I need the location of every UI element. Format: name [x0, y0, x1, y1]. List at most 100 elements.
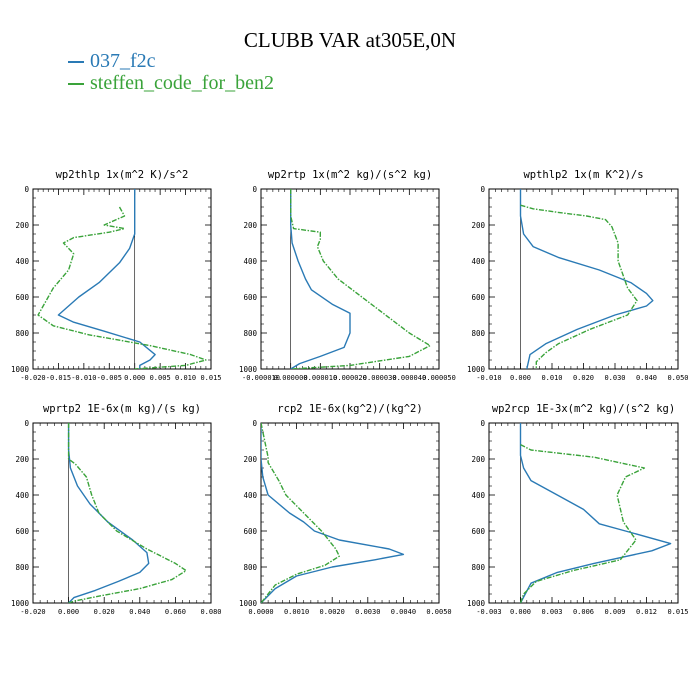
- x-tick-label: -0.015: [46, 374, 71, 382]
- x-tick-label: -0.010: [476, 374, 501, 382]
- y-tick-label: 1000: [467, 365, 486, 374]
- x-tick-label: 0.040: [636, 374, 657, 382]
- y-tick-label: 800: [471, 329, 485, 338]
- x-tick-label: 0.012: [636, 608, 657, 616]
- x-tick-label: 0.030: [604, 374, 625, 382]
- x-tick-label: 0.010: [541, 374, 562, 382]
- legend-label-1: 037_f2c: [90, 50, 156, 72]
- y-tick-label: 0: [24, 185, 29, 194]
- series-line-f2c: [261, 423, 405, 603]
- x-tick-label: 0.020: [94, 608, 115, 616]
- x-tick-label: 0.000000: [274, 374, 308, 382]
- x-tick-label: 0.006: [573, 608, 594, 616]
- series-line-steffen: [67, 423, 187, 603]
- y-tick-label: 200: [15, 221, 29, 230]
- y-tick-label: 800: [243, 329, 257, 338]
- plot-frame: [32, 188, 212, 370]
- x-tick-label: 0.015: [200, 374, 221, 382]
- y-tick-label: 1000: [11, 365, 30, 374]
- subplot-4: wprtp2 1E-6x(m kg)/(s kg) -0.020 0.000 0.02…: [11, 403, 222, 616]
- y-tick-label: 400: [243, 257, 257, 266]
- y-tick-label: 400: [471, 491, 485, 500]
- x-tick-label: 0.000010: [303, 374, 337, 382]
- subplot-title: wp2rcp 1E-3x(m^2 kg)/(s^2 kg): [492, 403, 675, 415]
- series-line-f2c: [67, 423, 150, 603]
- legend-swatch-2: [68, 83, 84, 86]
- x-tick-label: -0.003: [476, 608, 501, 616]
- y-tick-label: 200: [471, 221, 485, 230]
- plot-frame: [488, 422, 679, 604]
- x-tick-label: 0.0050: [426, 608, 451, 616]
- subplot-6: wp2rcp 1E-3x(m^2 kg)/(s^2 kg) -0.003 0.000…: [467, 403, 689, 616]
- legend-label-2: steffen_code_for_ben2: [90, 72, 275, 94]
- series-line-steffen: [37, 206, 207, 369]
- subplot-title: rcp2 1E-6x(kg^2)/(kg^2): [277, 403, 422, 415]
- x-tick-label: 0.000050: [422, 374, 456, 382]
- y-tick-label: 1000: [239, 599, 258, 608]
- plot-frame: [260, 188, 440, 370]
- x-tick-label: 0.000: [510, 608, 531, 616]
- series-line-steffen: [261, 423, 340, 603]
- x-tick-label: -0.020: [20, 608, 45, 616]
- y-tick-label: 400: [243, 491, 257, 500]
- y-tick-label: 600: [243, 293, 257, 302]
- x-tick-label: 0.020: [573, 374, 594, 382]
- subplot-5: rcp2 1E-6x(kg^2)/(kg^2) 0.0000 0.0010 0.002…: [239, 403, 452, 616]
- subplot-3: wpthlp2 1x(m K^2)/s -0.010 0.000 0.010 0.020…: [467, 169, 689, 382]
- x-tick-label: 0.005: [150, 374, 171, 382]
- x-tick-label: -0.000010: [242, 374, 280, 382]
- y-tick-label: 200: [471, 455, 485, 464]
- series-line-steffen: [290, 189, 431, 369]
- legend-entry-2: steffen_code_for_ben2: [68, 72, 274, 95]
- y-tick-label: 800: [471, 563, 485, 572]
- x-tick-label: 0.010: [175, 374, 196, 382]
- x-tick-label: 0.0040: [391, 608, 416, 616]
- x-tick-label: 0.0010: [284, 608, 309, 616]
- y-tick-label: 0: [24, 419, 29, 428]
- y-tick-label: 800: [15, 329, 29, 338]
- x-tick-label: -0.020: [20, 374, 45, 382]
- y-tick-label: 400: [15, 491, 29, 500]
- x-tick-label: 0.000: [124, 374, 145, 382]
- x-tick-label: 0.0020: [320, 608, 345, 616]
- y-tick-label: 400: [15, 257, 29, 266]
- subplot-title: wpthlp2 1x(m K^2)/s: [523, 169, 643, 181]
- y-tick-label: 600: [15, 527, 29, 536]
- x-tick-label: 0.0000: [248, 608, 273, 616]
- y-tick-label: 200: [15, 455, 29, 464]
- x-tick-label: 0.040: [129, 608, 150, 616]
- x-tick-label: 0.000040: [392, 374, 426, 382]
- y-tick-label: 600: [471, 527, 485, 536]
- x-tick-label: -0.005: [97, 374, 122, 382]
- y-tick-label: 1000: [11, 599, 30, 608]
- series-line-f2c: [519, 189, 654, 369]
- plot-frame: [260, 422, 440, 604]
- x-tick-label: 0.050: [667, 374, 688, 382]
- figure-title: CLUBB VAR at305E,0N: [243, 28, 457, 52]
- x-tick-label: 0.080: [200, 608, 221, 616]
- subplot-title: wp2thlp 1x(m^2 K)/s^2: [56, 169, 189, 181]
- y-tick-label: 600: [471, 293, 485, 302]
- x-tick-label: 0.000: [58, 608, 79, 616]
- plot-frame: [32, 422, 212, 604]
- legend-entry-1: 037_f2c: [68, 50, 156, 73]
- x-tick-label: 0.003: [541, 608, 562, 616]
- x-tick-label: 0.000030: [363, 374, 397, 382]
- y-tick-label: 600: [243, 527, 257, 536]
- y-tick-label: 1000: [467, 599, 486, 608]
- x-tick-label: 0.000: [510, 374, 531, 382]
- y-tick-label: 600: [15, 293, 29, 302]
- series-line-steffen: [520, 204, 638, 369]
- y-tick-label: 0: [480, 419, 485, 428]
- y-tick-label: 200: [243, 455, 257, 464]
- x-tick-label: 0.0030: [355, 608, 380, 616]
- y-tick-label: 800: [15, 563, 29, 572]
- y-tick-label: 200: [243, 221, 257, 230]
- x-tick-label: 0.000020: [333, 374, 367, 382]
- series-line-f2c: [290, 189, 351, 369]
- x-tick-label: 0.060: [165, 608, 186, 616]
- series-line-f2c: [57, 189, 156, 369]
- subplot-2: wp2rtp 1x(m^2 kg)/(s^2 kg)-0.0000100.000…: [239, 169, 456, 382]
- y-tick-label: 1000: [239, 365, 258, 374]
